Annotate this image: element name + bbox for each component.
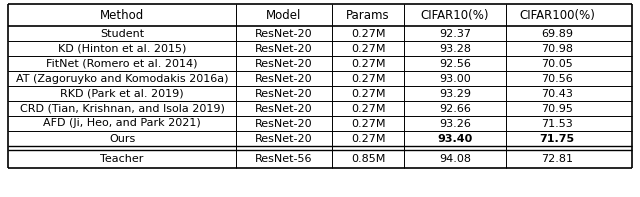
Text: ResNet-20: ResNet-20 — [255, 44, 313, 54]
Text: 0.27M: 0.27M — [351, 119, 385, 128]
Text: 0.27M: 0.27M — [351, 29, 385, 38]
Text: 70.95: 70.95 — [541, 103, 573, 113]
Text: Teacher: Teacher — [100, 154, 144, 164]
Text: CRD (Tian, Krishnan, and Isola 2019): CRD (Tian, Krishnan, and Isola 2019) — [20, 103, 225, 113]
Text: 92.56: 92.56 — [439, 59, 471, 69]
Text: 0.27M: 0.27M — [351, 44, 385, 54]
Text: ResNet-56: ResNet-56 — [255, 154, 313, 164]
Text: AT (Zagoruyko and Komodakis 2016a): AT (Zagoruyko and Komodakis 2016a) — [16, 73, 228, 84]
Text: 72.81: 72.81 — [541, 154, 573, 164]
Text: 70.05: 70.05 — [541, 59, 573, 69]
Text: AFD (Ji, Heo, and Park 2021): AFD (Ji, Heo, and Park 2021) — [43, 119, 201, 128]
Text: 0.27M: 0.27M — [351, 59, 385, 69]
Text: CIFAR10(%): CIFAR10(%) — [420, 8, 489, 21]
Text: KD (Hinton et al. 2015): KD (Hinton et al. 2015) — [58, 44, 186, 54]
Text: ResNet-20: ResNet-20 — [255, 59, 313, 69]
Text: RKD (Park et al. 2019): RKD (Park et al. 2019) — [60, 88, 184, 98]
Text: ResNet-20: ResNet-20 — [255, 103, 313, 113]
Text: 93.29: 93.29 — [439, 88, 471, 98]
Text: 0.85M: 0.85M — [351, 154, 385, 164]
Text: 70.56: 70.56 — [541, 73, 573, 84]
Text: 93.26: 93.26 — [439, 119, 471, 128]
Text: 70.98: 70.98 — [541, 44, 573, 54]
Text: Params: Params — [346, 8, 390, 21]
Text: 70.43: 70.43 — [541, 88, 573, 98]
Text: ResNet-20: ResNet-20 — [255, 29, 313, 38]
Text: Model: Model — [266, 8, 301, 21]
Text: 94.08: 94.08 — [439, 154, 471, 164]
Text: ResNet-20: ResNet-20 — [255, 88, 313, 98]
Text: Student: Student — [100, 29, 144, 38]
Text: 0.27M: 0.27M — [351, 88, 385, 98]
Text: 92.66: 92.66 — [439, 103, 471, 113]
Text: 0.27M: 0.27M — [351, 73, 385, 84]
Text: 0.27M: 0.27M — [351, 103, 385, 113]
Text: ResNet-20: ResNet-20 — [255, 119, 313, 128]
Text: 93.00: 93.00 — [439, 73, 471, 84]
Text: ResNet-20: ResNet-20 — [255, 134, 313, 143]
Text: 93.40: 93.40 — [437, 134, 472, 143]
Text: FitNet (Romero et al. 2014): FitNet (Romero et al. 2014) — [46, 59, 198, 69]
Text: Method: Method — [100, 8, 144, 21]
Text: 92.37: 92.37 — [439, 29, 471, 38]
Text: 71.75: 71.75 — [540, 134, 575, 143]
Text: CIFAR100(%): CIFAR100(%) — [519, 8, 595, 21]
Text: ResNet-20: ResNet-20 — [255, 73, 313, 84]
Text: 69.89: 69.89 — [541, 29, 573, 38]
Text: 93.28: 93.28 — [439, 44, 471, 54]
Text: 71.53: 71.53 — [541, 119, 573, 128]
Text: Ours: Ours — [109, 134, 135, 143]
Text: 0.27M: 0.27M — [351, 134, 385, 143]
